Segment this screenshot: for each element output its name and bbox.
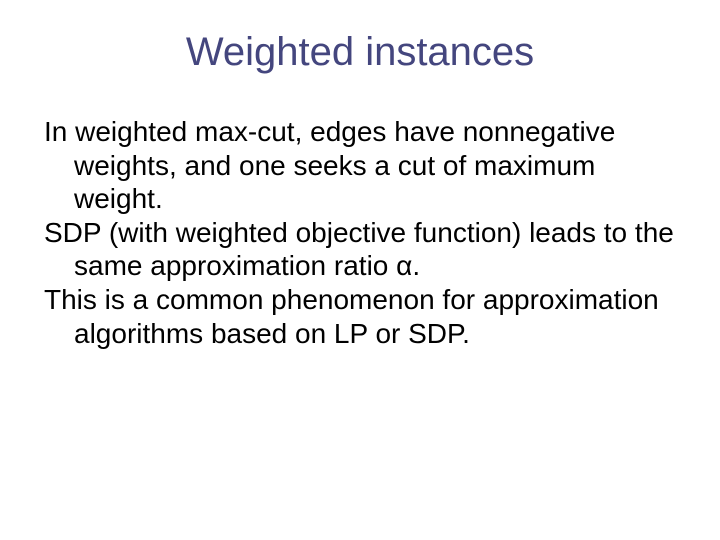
slide-body: In weighted max-cut, edges have nonnegat… bbox=[40, 115, 680, 350]
paragraph: This is a common phenomenon for approxim… bbox=[44, 283, 680, 350]
slide-container: Weighted instances In weighted max-cut, … bbox=[0, 0, 720, 540]
paragraph: In weighted max-cut, edges have nonnegat… bbox=[44, 115, 680, 216]
slide-title: Weighted instances bbox=[40, 30, 680, 75]
paragraph: SDP (with weighted objective function) l… bbox=[44, 216, 680, 283]
